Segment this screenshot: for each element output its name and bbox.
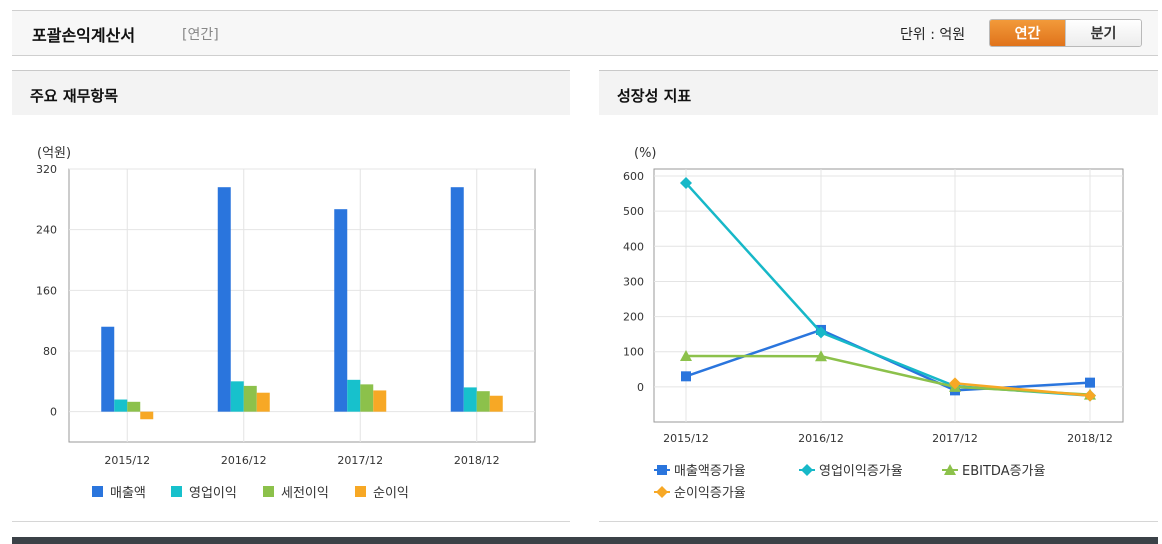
panel-header: 주요 재무항목 — [12, 70, 570, 115]
x-tick-label: 2018/12 — [454, 454, 500, 467]
bar-chart: (억원) 2015/12 2016/12 2017/12 2018/12 0 80 160 24… — [36, 146, 536, 501]
y-tick-label: 160 — [36, 284, 57, 297]
financial-items-panel: 주요 재무항목 (억원) 2015/12 2016/12 2017/12 2018/12… — [12, 70, 570, 522]
legend-marker — [656, 486, 668, 498]
y-tick-label: 500 — [623, 205, 644, 218]
legend-label: 순이익 — [373, 486, 409, 501]
bar — [114, 399, 128, 412]
bar — [489, 395, 503, 412]
data-point — [815, 350, 827, 362]
statement-header: 포괄손익계산서 [연간] 단위 : 억원 연간 분기 — [12, 10, 1158, 56]
y-tick-label: 320 — [36, 163, 57, 176]
period-toggle: 연간 분기 — [989, 19, 1142, 47]
series-line — [954, 382, 1091, 397]
legend-marker — [801, 464, 813, 476]
bar — [256, 392, 270, 412]
data-point — [681, 371, 691, 382]
y-tick-label: 300 — [623, 275, 644, 288]
legend-swatch — [171, 486, 182, 497]
legend-label: 영업이익 — [189, 486, 237, 501]
bar — [101, 326, 115, 412]
legend-label: 매출액증가율 — [674, 464, 746, 479]
y-tick-label: 200 — [623, 311, 644, 324]
legend-label: 영업이익증가율 — [819, 464, 903, 479]
data-point — [949, 377, 961, 390]
period-tag: [연간] — [182, 27, 219, 43]
bar — [217, 187, 231, 412]
bar — [347, 379, 361, 412]
bar — [476, 391, 490, 412]
data-point — [680, 349, 692, 361]
legend-marker — [657, 465, 667, 475]
legend-label: EBITDA증가율 — [962, 464, 1046, 479]
legend-swatch — [355, 486, 366, 497]
panel-header: 성장성 지표 — [599, 70, 1158, 115]
panel-title: 주요 재무항목 — [30, 87, 119, 105]
x-tick-label: 2015/12 — [663, 432, 709, 445]
bar — [243, 385, 257, 412]
data-point — [1085, 377, 1095, 388]
y-tick-label: 600 — [623, 170, 644, 183]
x-tick-label: 2016/12 — [221, 454, 267, 467]
y-tick-label: 80 — [43, 345, 57, 358]
legend-swatch — [92, 486, 103, 497]
legend-label: 세전이익 — [281, 486, 329, 501]
x-tick-label: 2017/12 — [932, 432, 978, 445]
bar — [127, 401, 141, 412]
bar — [140, 411, 154, 420]
panel-title: 성장성 지표 — [617, 87, 692, 105]
bar — [230, 381, 244, 412]
y-tick-label: 0 — [50, 406, 57, 419]
x-tick-label: 2016/12 — [798, 432, 844, 445]
growth-indicator-panel: 성장성 지표 (%) 2015/12 2016/12 2017/12 2018/12 0 1… — [599, 70, 1158, 522]
y-tick-label: 400 — [623, 240, 644, 253]
y-axis-label: (%) — [634, 146, 657, 161]
y-tick-label: 0 — [637, 381, 644, 394]
x-tick-label: 2018/12 — [1067, 432, 1113, 445]
y-tick-label: 240 — [36, 224, 57, 237]
x-tick-label: 2015/12 — [104, 454, 150, 467]
legend-label: 순이익증가율 — [674, 486, 746, 501]
line-chart: (%) 2015/12 2016/12 2017/12 2018/12 0 100 200 30… — [623, 146, 1124, 501]
bar — [463, 387, 477, 412]
data-point — [680, 177, 692, 190]
page-title: 포괄손익계산서 — [32, 26, 136, 45]
bar — [360, 384, 374, 412]
bar — [334, 209, 348, 412]
unit-label: 단위 : 억원 — [900, 27, 966, 43]
bar — [373, 390, 387, 412]
annual-button[interactable]: 연간 — [990, 20, 1065, 46]
legend-swatch — [263, 486, 274, 497]
data-point — [815, 326, 827, 339]
legend-label: 매출액 — [110, 486, 146, 501]
legend-marker — [944, 464, 956, 475]
y-tick-label: 100 — [623, 346, 644, 359]
table-header-strip — [12, 537, 1158, 544]
y-axis-label: (억원) — [37, 146, 71, 161]
bar — [450, 187, 464, 412]
x-tick-label: 2017/12 — [337, 454, 383, 467]
quarter-button[interactable]: 분기 — [1065, 20, 1141, 46]
data-point — [1084, 389, 1096, 402]
